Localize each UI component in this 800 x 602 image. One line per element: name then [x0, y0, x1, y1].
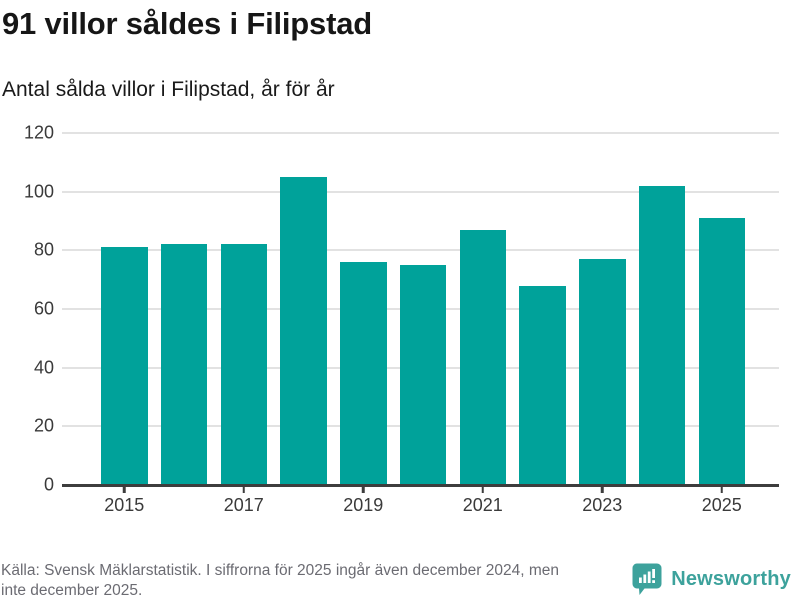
x-axis-tick-label-2017: 2017 — [223, 495, 264, 515]
y-axis-labels: 0 20 40 60 80 100 120 — [0, 123, 54, 495]
bar-2023 — [579, 259, 626, 485]
bar-2019 — [340, 262, 387, 485]
y-axis-tick-label-20: 20 — [33, 415, 54, 436]
bar-series — [101, 133, 745, 485]
newsworthy-bubble-chart-icon — [631, 562, 663, 597]
bar-2021 — [459, 229, 506, 485]
x-axis-tick-label-2015: 2015 — [104, 495, 145, 515]
y-axis-tick-label-60: 60 — [33, 298, 54, 319]
x-axis-tick-label-2019: 2019 — [343, 495, 384, 515]
bar-2025 — [698, 218, 745, 485]
source-note-line-1: Källa: Svensk Mäklarstatistik. I siffror… — [1, 562, 559, 579]
bar-2022 — [519, 285, 566, 485]
bar-2024 — [638, 185, 686, 485]
newsworthy-wordmark: Newsworthy — [671, 567, 791, 590]
x-axis-tick-label-2021: 2021 — [462, 495, 503, 515]
y-gridline-80 — [62, 249, 779, 252]
y-gridline-120 — [62, 132, 779, 134]
plot-area — [62, 132, 779, 487]
newsworthy-logo: Newsworthy — [631, 561, 791, 597]
bar-2015 — [101, 247, 148, 485]
chart-subtitle: Antal sålda villor i Filipstad, år för å… — [2, 78, 335, 101]
y-axis-tick-label-120: 120 — [23, 122, 54, 143]
source-note-line-2: inte december 2025. — [1, 581, 143, 599]
x-axis-line — [62, 483, 779, 487]
source-note: Källa: Svensk Mäklarstatistik. I siffror… — [1, 561, 649, 601]
x-axis-tick-label-2023: 2023 — [582, 495, 623, 515]
y-gridline-100 — [62, 190, 779, 193]
bar-2016 — [160, 244, 208, 485]
chart-title: 91 villor såldes i Filipstad — [2, 6, 372, 41]
bar-2020 — [399, 265, 447, 485]
bar-2017 — [220, 244, 267, 485]
y-axis-tick-label-0: 0 — [43, 474, 54, 495]
x-axis-tick-label-2025: 2025 — [701, 495, 742, 515]
y-axis-tick-label-100: 100 — [23, 181, 54, 202]
y-axis-tick-label-80: 80 — [33, 239, 54, 260]
y-axis-tick-label-40: 40 — [33, 357, 54, 378]
bar-2018 — [280, 177, 327, 485]
